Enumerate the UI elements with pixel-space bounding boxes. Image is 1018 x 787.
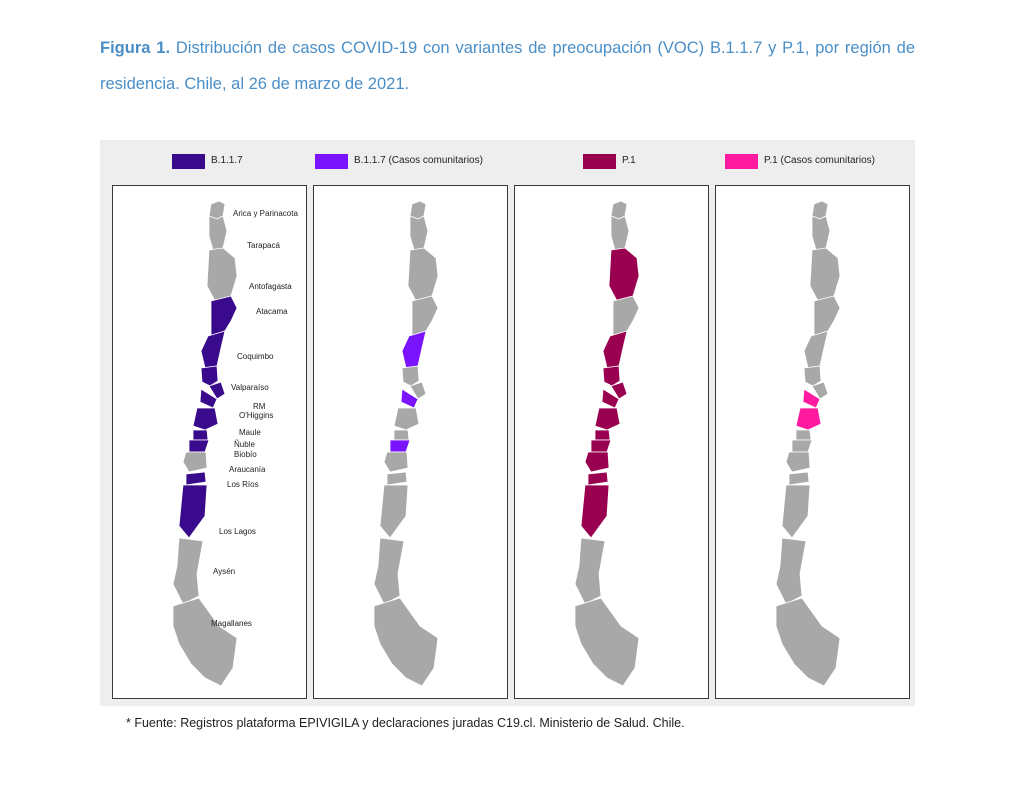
region-rm — [610, 381, 628, 400]
region-nuble — [192, 429, 209, 441]
region-aysen — [172, 537, 204, 605]
region-coquimbo — [401, 330, 427, 369]
region-label: Atacama — [256, 307, 288, 316]
region-antofagasta — [206, 247, 238, 302]
region-magallanes — [373, 597, 439, 687]
region-valparaiso — [803, 365, 822, 387]
region-araucania — [785, 451, 811, 473]
figure-caption: Figura 1. Distribución de casos COVID-19… — [100, 30, 915, 102]
region-tarapaca — [610, 215, 630, 251]
region-araucania — [383, 451, 409, 473]
map-panel-p1 — [514, 185, 709, 699]
region-araucania — [584, 451, 610, 473]
region-label: O'Higgins — [239, 411, 273, 420]
map-panel-b117: Arica y Parinacota Tarapacá Antofagasta Ata… — [112, 185, 307, 699]
region-antofagasta — [407, 247, 439, 302]
region-nuble — [795, 429, 812, 441]
region-magallanes — [775, 597, 841, 687]
region-aysen — [373, 537, 405, 605]
region-label: Biobío — [234, 450, 257, 459]
chile-map: Arica y Parinacota Tarapacá Antofagasta Ata… — [172, 200, 298, 687]
region-atacama — [612, 295, 640, 337]
caption-text: Distribución de casos COVID-19 con varia… — [100, 39, 916, 93]
region-valparaiso — [602, 365, 621, 387]
region-magallanes — [574, 597, 640, 687]
region-valparaiso — [200, 365, 219, 387]
chile-map — [574, 200, 640, 687]
region-nuble — [594, 429, 611, 441]
region-label: Valparaíso — [231, 383, 269, 392]
region-antofagasta — [608, 247, 640, 302]
region-antofagasta — [809, 247, 841, 302]
region-label: Maule — [239, 428, 261, 437]
region-los-lagos — [580, 484, 610, 539]
region-label: Tarapacá — [247, 241, 280, 250]
region-tarapaca — [208, 215, 228, 251]
region-rm — [811, 381, 829, 400]
region-los-rios — [587, 471, 609, 486]
legend-label: P.1 — [622, 155, 636, 166]
legend-swatch — [725, 154, 758, 169]
region-coquimbo — [803, 330, 829, 369]
region-rm — [409, 381, 427, 400]
source-footnote: * Fuente: Registros plataforma EPIVIGILA… — [126, 716, 685, 730]
legend-label: B.1.1.7 — [211, 155, 243, 166]
map-panel-b117-community — [313, 185, 508, 699]
region-label: Los Lagos — [219, 527, 256, 536]
legend-swatch — [172, 154, 205, 169]
map-panel-p1-community — [715, 185, 910, 699]
region-label: Aysén — [213, 567, 235, 576]
legend-label: P.1 (Casos comunitarios) — [764, 155, 875, 166]
legend-swatch — [583, 154, 616, 169]
chile-map — [373, 200, 439, 687]
region-label: Araucanía — [229, 465, 266, 474]
chile-map — [775, 200, 841, 687]
region-maule — [393, 407, 420, 431]
region-valparaiso — [401, 365, 420, 387]
region-maule — [192, 407, 219, 431]
figure-number: Figura 1. — [100, 39, 171, 57]
region-tarapaca — [811, 215, 831, 251]
region-biobio — [389, 439, 411, 453]
region-biobio — [791, 439, 813, 453]
region-label: RM — [253, 402, 266, 411]
region-los-rios — [386, 471, 408, 486]
region-aysen — [574, 537, 606, 605]
region-los-rios — [788, 471, 810, 486]
region-maule — [795, 407, 822, 431]
region-los-lagos — [379, 484, 409, 539]
region-atacama — [210, 295, 238, 337]
region-label: Los Ríos — [227, 480, 259, 489]
region-tarapaca — [409, 215, 429, 251]
region-label: Ñuble — [234, 440, 255, 449]
region-los-lagos — [178, 484, 208, 539]
region-maule — [594, 407, 621, 431]
region-coquimbo — [200, 330, 226, 369]
region-label: Antofagasta — [249, 282, 292, 291]
region-label: Coquimbo — [237, 352, 274, 361]
region-atacama — [411, 295, 439, 337]
legend-swatch — [315, 154, 348, 169]
region-nuble — [393, 429, 410, 441]
region-araucania — [182, 451, 208, 473]
region-aysen — [775, 537, 807, 605]
region-atacama — [813, 295, 841, 337]
region-los-rios — [185, 471, 207, 486]
region-rm — [208, 381, 226, 400]
region-biobio — [590, 439, 612, 453]
region-label: Magallanes — [211, 619, 252, 628]
legend-label: B.1.1.7 (Casos comunitarios) — [354, 155, 483, 166]
region-label: Arica y Parinacota — [233, 209, 298, 218]
region-coquimbo — [602, 330, 628, 369]
region-biobio — [188, 439, 210, 453]
region-magallanes — [172, 597, 238, 687]
region-los-lagos — [781, 484, 811, 539]
